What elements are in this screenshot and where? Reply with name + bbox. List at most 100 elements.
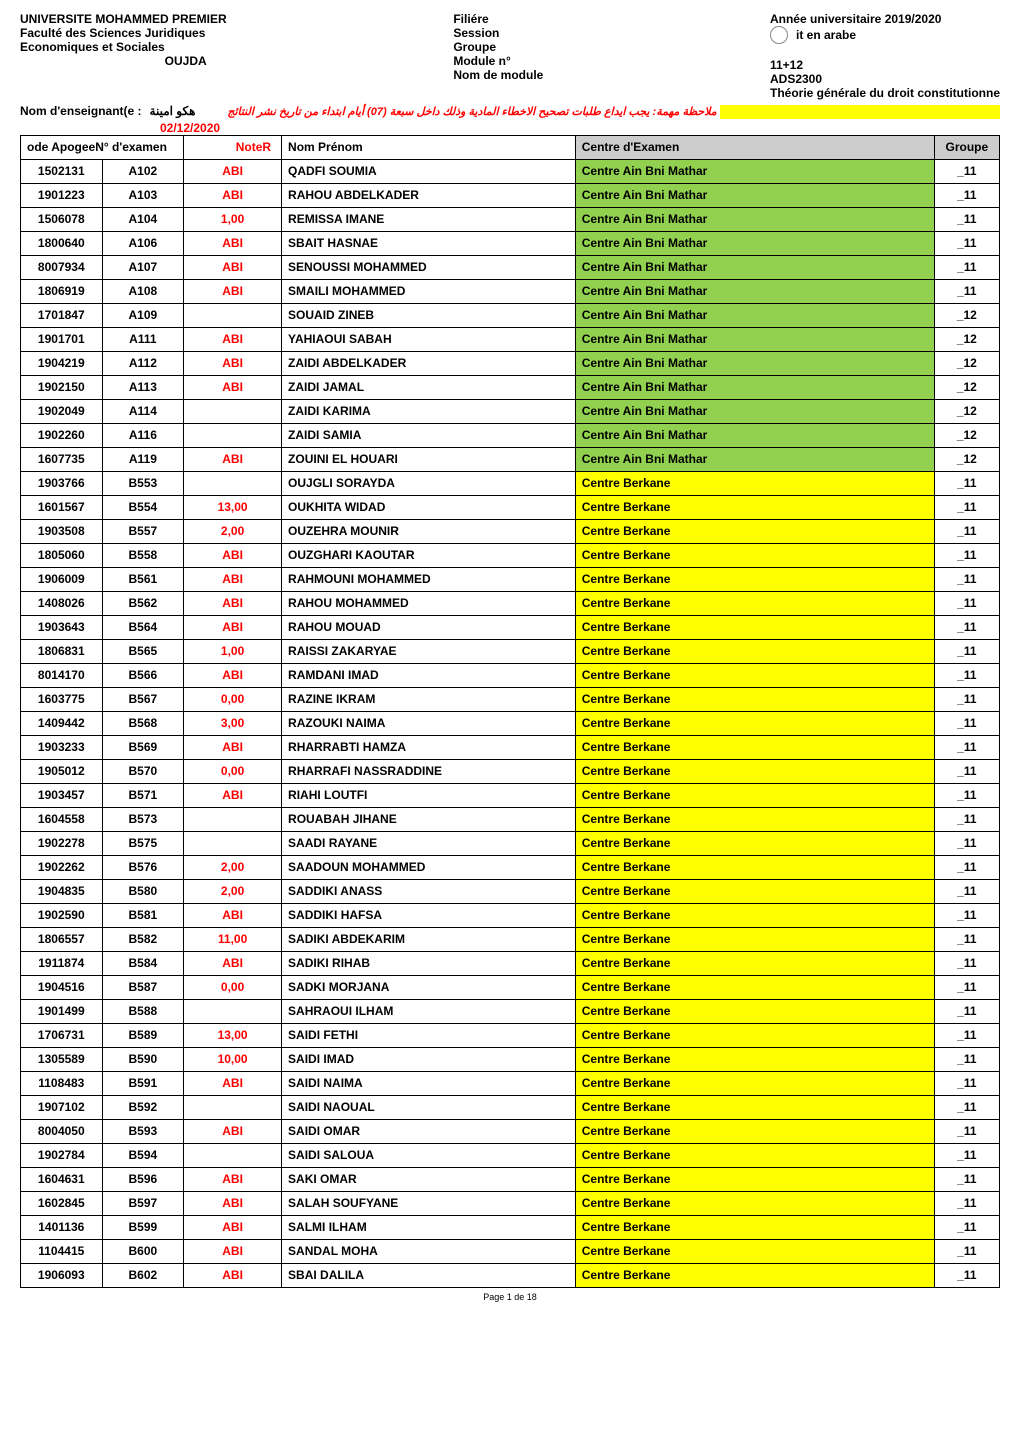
groupe-label: Groupe bbox=[453, 40, 543, 54]
cell-centre: Centre Berkane bbox=[575, 1191, 934, 1215]
dept-name: Economiques et Sociales bbox=[20, 40, 227, 54]
cell-apogee: 1904835 bbox=[21, 879, 103, 903]
cell-groupe: _11 bbox=[934, 711, 999, 735]
cell-centre: Centre Berkane bbox=[575, 519, 934, 543]
cell-apogee: 1907102 bbox=[21, 1095, 103, 1119]
cell-examen: A114 bbox=[102, 399, 184, 423]
cell-centre: Centre Berkane bbox=[575, 1119, 934, 1143]
cell-note bbox=[184, 303, 282, 327]
cell-apogee: 8007934 bbox=[21, 255, 103, 279]
cell-groupe: _12 bbox=[934, 375, 999, 399]
table-row: 1903643B564ABIRAHOU MOUADCentre Berkane_… bbox=[21, 615, 1000, 639]
cell-examen: B592 bbox=[102, 1095, 184, 1119]
cell-note: ABI bbox=[184, 951, 282, 975]
seal-icon bbox=[770, 26, 788, 44]
cell-examen: B587 bbox=[102, 975, 184, 999]
faculty-name: Faculté des Sciences Juridiques bbox=[20, 26, 227, 40]
city-name: OUJDA bbox=[20, 54, 227, 68]
cell-groupe: _12 bbox=[934, 303, 999, 327]
table-row: 1604558B573ROUABAH JIHANECentre Berkane_… bbox=[21, 807, 1000, 831]
cell-examen: B584 bbox=[102, 951, 184, 975]
table-row: 1409442B5683,00RAZOUKI NAIMACentre Berka… bbox=[21, 711, 1000, 735]
table-row: 1903233B569ABIRHARRABTI HAMZACentre Berk… bbox=[21, 735, 1000, 759]
cell-apogee: 1602845 bbox=[21, 1191, 103, 1215]
cell-groupe: _11 bbox=[934, 1047, 999, 1071]
cell-groupe: _11 bbox=[934, 1191, 999, 1215]
cell-examen: B562 bbox=[102, 591, 184, 615]
cell-groupe: _11 bbox=[934, 1263, 999, 1287]
cell-nom: ROUABAH JIHANE bbox=[282, 807, 576, 831]
cell-note: ABI bbox=[184, 1215, 282, 1239]
cell-examen: B573 bbox=[102, 807, 184, 831]
cell-nom: RIAHI LOUTFI bbox=[282, 783, 576, 807]
cell-centre: Centre Ain Bni Mathar bbox=[575, 327, 934, 351]
cell-nom: RAMDANI IMAD bbox=[282, 663, 576, 687]
cell-apogee: 1706731 bbox=[21, 1023, 103, 1047]
cell-examen: B565 bbox=[102, 639, 184, 663]
cell-apogee: 1701847 bbox=[21, 303, 103, 327]
cell-note: 3,00 bbox=[184, 711, 282, 735]
page-footer: Page 1 de 18 bbox=[20, 1292, 1000, 1302]
cell-apogee: 1902150 bbox=[21, 375, 103, 399]
cell-nom: SADDIKI HAFSA bbox=[282, 903, 576, 927]
cell-groupe: _12 bbox=[934, 423, 999, 447]
cell-apogee: 1901223 bbox=[21, 183, 103, 207]
cell-groupe: _11 bbox=[934, 159, 999, 183]
cell-examen: B596 bbox=[102, 1167, 184, 1191]
cell-groupe: _11 bbox=[934, 903, 999, 927]
table-row: 1902784B594SAIDI SALOUACentre Berkane_11 bbox=[21, 1143, 1000, 1167]
table-row: 1903457B571ABIRIAHI LOUTFICentre Berkane… bbox=[21, 783, 1000, 807]
cell-apogee: 8014170 bbox=[21, 663, 103, 687]
cell-examen: B564 bbox=[102, 615, 184, 639]
cell-note: ABI bbox=[184, 783, 282, 807]
cell-apogee: 8004050 bbox=[21, 1119, 103, 1143]
cell-centre: Centre Ain Bni Mathar bbox=[575, 231, 934, 255]
cell-centre: Centre Berkane bbox=[575, 831, 934, 855]
cell-groupe: _11 bbox=[934, 207, 999, 231]
cell-note bbox=[184, 1095, 282, 1119]
cell-nom: RAHOU MOUAD bbox=[282, 615, 576, 639]
cell-apogee: 1903643 bbox=[21, 615, 103, 639]
table-row: 1601567B55413,00OUKHITA WIDADCentre Berk… bbox=[21, 495, 1000, 519]
cell-examen: B568 bbox=[102, 711, 184, 735]
cell-groupe: _12 bbox=[934, 351, 999, 375]
university-name: UNIVERSITE MOHAMMED PREMIER bbox=[20, 12, 227, 26]
cell-apogee: 1902262 bbox=[21, 855, 103, 879]
cell-centre: Centre Ain Bni Mathar bbox=[575, 375, 934, 399]
cell-centre: Centre Berkane bbox=[575, 1071, 934, 1095]
cell-note: ABI bbox=[184, 231, 282, 255]
table-row: 1108483B591ABISAIDI NAIMACentre Berkane_… bbox=[21, 1071, 1000, 1095]
table-row: 1805060B558ABIOUZGHARI KAOUTARCentre Ber… bbox=[21, 543, 1000, 567]
cell-groupe: _11 bbox=[934, 543, 999, 567]
cell-note: 2,00 bbox=[184, 879, 282, 903]
cell-apogee: 1902784 bbox=[21, 1143, 103, 1167]
cell-centre: Centre Berkane bbox=[575, 591, 934, 615]
cell-examen: B597 bbox=[102, 1191, 184, 1215]
cell-nom: SALAH SOUFYANE bbox=[282, 1191, 576, 1215]
cell-nom: SAADOUN MOHAMMED bbox=[282, 855, 576, 879]
cell-apogee: 1806831 bbox=[21, 639, 103, 663]
cell-centre: Centre Berkane bbox=[575, 1095, 934, 1119]
cell-apogee: 1904219 bbox=[21, 351, 103, 375]
cell-centre: Centre Berkane bbox=[575, 711, 934, 735]
cell-note: ABI bbox=[184, 375, 282, 399]
cell-apogee: 1104415 bbox=[21, 1239, 103, 1263]
cell-nom: SAADI RAYANE bbox=[282, 831, 576, 855]
cell-apogee: 1108483 bbox=[21, 1071, 103, 1095]
cell-note bbox=[184, 999, 282, 1023]
cell-note: 1,00 bbox=[184, 207, 282, 231]
cell-examen: A106 bbox=[102, 231, 184, 255]
cell-note: ABI bbox=[184, 1191, 282, 1215]
instructor-name: هكو امينة bbox=[150, 104, 196, 119]
table-row: 1502131A102ABIQADFI SOUMIACentre Ain Bni… bbox=[21, 159, 1000, 183]
cell-apogee: 1911874 bbox=[21, 951, 103, 975]
table-row: 1902278B575SAADI RAYANECentre Berkane_11 bbox=[21, 831, 1000, 855]
table-row: 1902150A113ABIZAIDI JAMALCentre Ain Bni … bbox=[21, 375, 1000, 399]
year-label: Année universitaire 2019/2020 bbox=[770, 12, 1000, 26]
cell-examen: A119 bbox=[102, 447, 184, 471]
cell-nom: SMAILI MOHAMMED bbox=[282, 279, 576, 303]
cell-centre: Centre Berkane bbox=[575, 999, 934, 1023]
table-row: 1800640A106ABISBAIT HASNAECentre Ain Bni… bbox=[21, 231, 1000, 255]
table-row: 1104415B600ABISANDAL MOHACentre Berkane_… bbox=[21, 1239, 1000, 1263]
cell-nom: SADIKI RIHAB bbox=[282, 951, 576, 975]
